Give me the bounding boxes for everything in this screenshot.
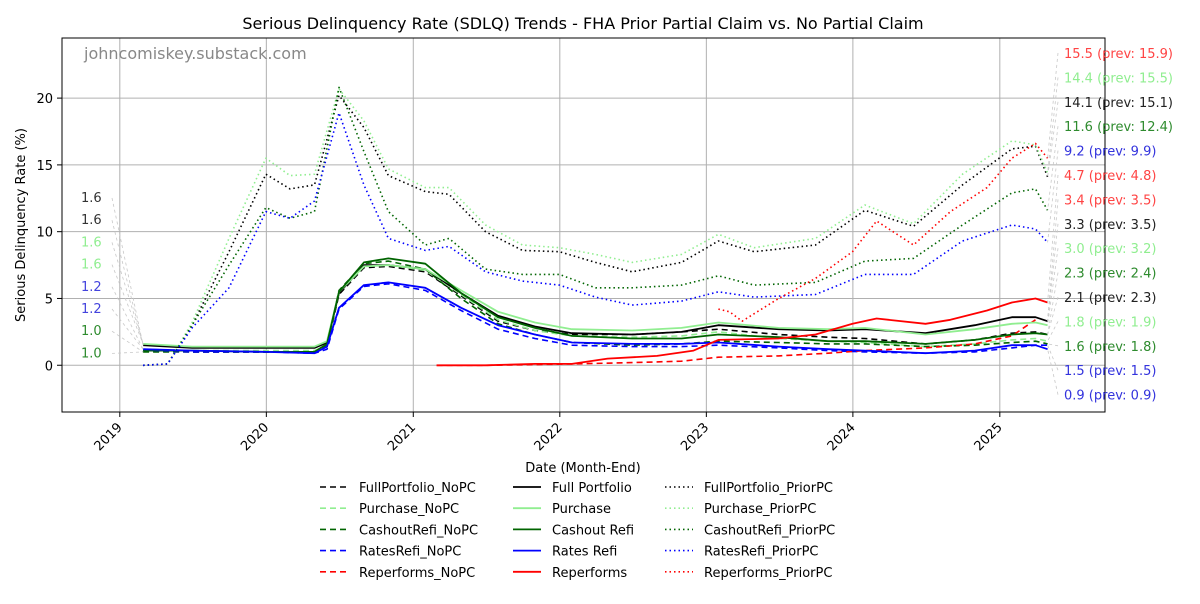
x-tick-label: 2025: [972, 420, 1006, 454]
legend-label-purchase-priorpc: Purchase_PriorPC: [704, 502, 816, 517]
legend-label-fullportfolio-nopc: FullPortfolio_NoPC: [359, 481, 476, 496]
legend: FullPortfolio_NoPC Purchase_NoPC CashoutRe…: [320, 481, 835, 581]
legend-label-reperforms: Reperforms: [552, 566, 627, 581]
y-tick-label: 5: [45, 292, 53, 307]
series-line-cashoutrefi-priorpc: [143, 86, 1049, 367]
series-line-rates-refi: [143, 281, 1048, 355]
left-value-label: 1.6: [81, 191, 102, 206]
left-value-label: 1.6: [81, 213, 102, 228]
right-value-label: 11.6 (prev: 12.4): [1064, 120, 1173, 135]
right-value-label: 0.9 (prev: 0.9): [1064, 389, 1156, 404]
value-labels: 1.6 1.6 1.6 1.6 1.2 1.2 1.0 1.0 15.5 (prev: 15.9…: [81, 47, 1173, 404]
right-label-leader: [1047, 223, 1059, 322]
right-value-label: 2.3 (prev: 2.4): [1064, 267, 1156, 282]
y-tick-label: 20: [36, 92, 53, 107]
right-value-label: 3.4 (prev: 3.5): [1064, 193, 1156, 208]
series-line-reperforms-priorpc: [718, 142, 1049, 322]
right-label-leader: [1047, 321, 1059, 342]
right-value-label: 3.0 (prev: 3.2): [1064, 242, 1156, 257]
watermark-text: johncomiskey.substack.com: [83, 44, 307, 63]
right-label-leader: [1047, 126, 1059, 211]
axes: 0 5 10 15 20 2019 2020 2021 2022 2023 2024 2025: [36, 92, 1005, 454]
legend-label-reperforms-nopc: Reperforms_NoPC: [359, 566, 475, 581]
left-value-label: 1.6: [81, 258, 102, 273]
right-label-leader: [1047, 77, 1059, 173]
chart-title: Serious Delinquency Rate (SDLQ) Trends -…: [242, 14, 923, 33]
right-label-leader: [1047, 345, 1059, 371]
right-value-label: 14.1 (prev: 15.1): [1064, 96, 1173, 111]
x-axis-title: Date (Month-End): [525, 461, 641, 476]
y-tick-label: 10: [36, 226, 53, 241]
series-line-full-portfolio: [143, 264, 1048, 349]
left-value-label: 1.0: [81, 324, 102, 339]
right-label-leader: [1047, 248, 1059, 326]
legend-label-purchase: Purchase: [552, 502, 611, 517]
series-line-reperforms: [436, 297, 1048, 367]
legend-label-cashoutrefi-priorpc: CashoutRefi_PriorPC: [704, 523, 835, 538]
series-line-fullportfolio-priorpc: [143, 94, 1049, 367]
legend-label-ratesrefi-priorpc: RatesRefi_PriorPC: [704, 545, 819, 560]
y-tick-label: 0: [45, 359, 53, 374]
left-label-leader: [111, 351, 144, 354]
right-label-leader: [1047, 343, 1059, 347]
right-value-label: 1.5 (prev: 1.5): [1064, 364, 1156, 379]
right-label-leader: [1047, 199, 1059, 320]
x-tick-label: 2022: [532, 420, 566, 454]
x-tick-label: 2021: [385, 420, 419, 454]
left-label-leader: [111, 308, 144, 350]
left-value-label: 1.2: [81, 302, 102, 317]
plot-frame: [61, 37, 1106, 413]
legend-label-cashout-refi: Cashout Refi: [552, 523, 634, 538]
grid-lines: [62, 38, 1105, 412]
right-value-label: 1.6 (prev: 1.8): [1064, 340, 1156, 355]
legend-label-reperforms-priorpc: Reperforms_PriorPC: [704, 566, 832, 581]
right-value-label: 4.7 (prev: 4.8): [1064, 169, 1156, 184]
right-value-label: 15.5 (prev: 15.9): [1064, 47, 1173, 62]
series-line-purchase: [143, 264, 1048, 348]
right-value-label: 9.2 (prev: 9.9): [1064, 145, 1156, 160]
left-value-label: 1.0: [81, 346, 102, 361]
right-value-label: 3.3 (prev: 3.5): [1064, 218, 1156, 233]
right-label-leader: [1047, 101, 1059, 177]
legend-label-fullportfolio-priorpc: FullPortfolio_PriorPC: [704, 481, 833, 496]
legend-label-rates-refi: Rates Refi: [552, 545, 617, 560]
left-label-leader: [111, 197, 144, 346]
left-value-label: 1.6: [81, 235, 102, 250]
series-line-cashout-refi: [143, 257, 1048, 353]
legend-label-full-portfolio: Full Portfolio: [552, 481, 632, 496]
right-label-leader: [1047, 296, 1059, 335]
right-label-leader: [1047, 150, 1059, 243]
x-tick-label: 2019: [92, 420, 126, 454]
legend-label-cashoutrefi-nopc: CashoutRefi_NoPC: [359, 523, 478, 538]
x-tick-label: 2024: [825, 420, 859, 454]
right-value-label: 1.8 (prev: 1.9): [1064, 315, 1156, 330]
right-label-leader: [1047, 349, 1059, 395]
series-line-ratesrefi-priorpc: [143, 112, 1049, 367]
series-line-purchase-priorpc: [143, 88, 1049, 367]
label-leader-lines: [111, 52, 1059, 395]
x-tick-label: 2020: [238, 420, 272, 454]
left-value-label: 1.2: [81, 280, 102, 295]
series-line-fullportfolio-nopc: [143, 265, 1048, 353]
right-label-leader: [1047, 52, 1059, 159]
left-label-leader: [111, 286, 144, 350]
x-tick-label: 2023: [678, 420, 712, 454]
legend-label-purchase-nopc: Purchase_NoPC: [359, 502, 459, 517]
right-value-label: 2.1 (prev: 2.3): [1064, 291, 1156, 306]
left-label-leader: [111, 220, 144, 346]
y-axis-title: Serious Delinquency Rate (%): [14, 128, 29, 322]
legend-label-ratesrefi-nopc: RatesRefi_NoPC: [359, 545, 461, 560]
series-line-cashoutrefi-nopc: [143, 260, 1048, 353]
right-value-label: 14.4 (prev: 15.5): [1064, 71, 1173, 86]
left-label-leader: [111, 264, 144, 345]
right-label-leader: [1047, 272, 1059, 335]
series-lines: [143, 86, 1049, 367]
y-tick-label: 15: [36, 159, 53, 174]
left-label-leader: [111, 330, 144, 353]
